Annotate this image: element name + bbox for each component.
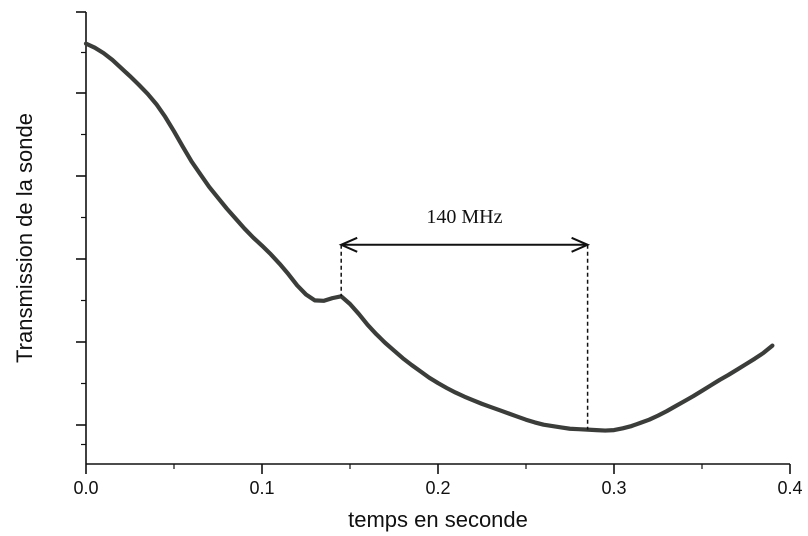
x-tick-labels: 0.0 0.1 0.2 0.3 0.4 <box>73 478 802 498</box>
annotation-layer: 140 MHz <box>338 206 591 430</box>
y-axis-ticks <box>76 11 86 446</box>
y-axis-title: Transmission de la sonde <box>12 113 37 363</box>
annotation-arrowhead-left <box>338 236 358 253</box>
x-tick-label: 0.4 <box>777 478 802 498</box>
x-tick-label: 0.3 <box>601 478 626 498</box>
x-axis-ticks <box>85 464 791 474</box>
annotation-label: 140 MHz <box>426 206 502 228</box>
x-tick-label: 0.0 <box>73 478 98 498</box>
x-tick-label: 0.2 <box>425 478 450 498</box>
annotation-arrowhead-right <box>571 236 591 253</box>
x-tick-label: 0.1 <box>249 478 274 498</box>
series-layer <box>83 41 775 433</box>
series-line <box>83 41 775 433</box>
x-axis-title: temps en seconde <box>348 507 528 532</box>
